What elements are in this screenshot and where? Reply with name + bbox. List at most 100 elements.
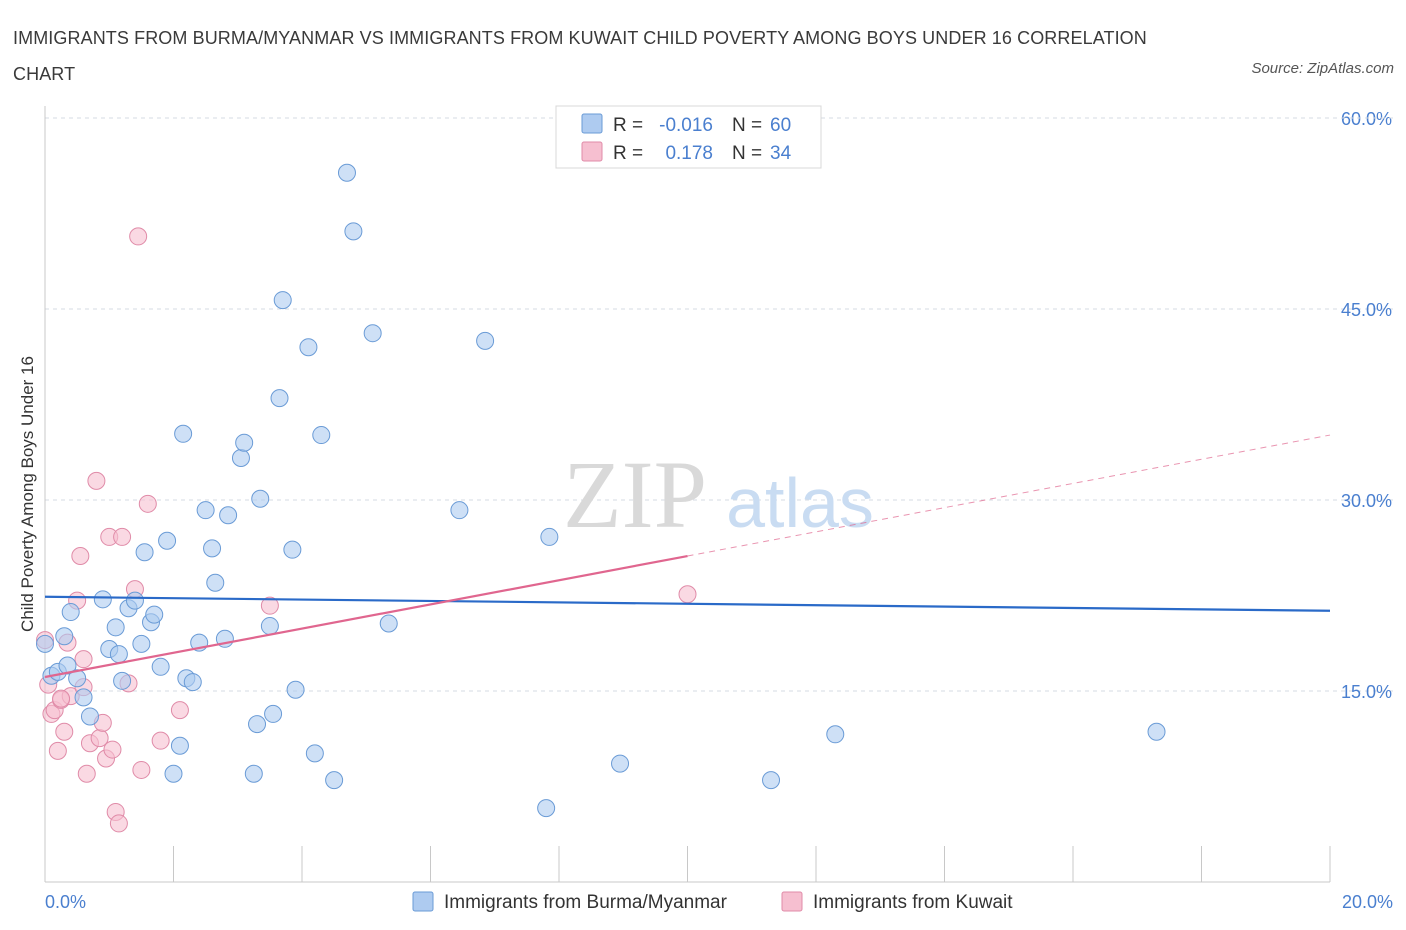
kuwait-point [170,701,189,720]
burma-point [196,501,215,520]
kuwait-point [103,740,122,759]
kuwait-point [129,227,148,246]
burma-point [264,704,283,723]
watermark-atlas: atlas [726,464,874,542]
burma-point [68,669,87,688]
kuwait-point [48,741,67,760]
burma-point [251,489,270,508]
burma-point [344,222,363,241]
burma-point [135,543,154,562]
burma-point [325,771,344,790]
burma-point [125,591,144,610]
burma-point [170,736,189,755]
burma-point [305,744,324,763]
axis-layer: 0.0% 20.0% [44,106,1393,912]
kuwait-point [109,814,128,833]
burma-points [36,163,1166,818]
burma-point [80,707,99,726]
burma-point [537,799,556,818]
bottom-legend-label-burma: Immigrants from Burma/Myanmar [444,892,728,913]
source-note: Source: ZipAtlas.com [1251,60,1394,77]
burma-point [379,614,398,633]
y-tick-label: 45.0% [1341,300,1392,320]
legend-swatch-kuwait [581,141,603,162]
burma-point [113,671,132,690]
bottom-legend-label-kuwait: Immigrants from Kuwait [813,892,1013,913]
burma-point [36,634,54,653]
burma-point [164,764,183,783]
burma-point [106,618,125,637]
burma-trend-line [44,595,1331,612]
kuwait-point [678,585,697,604]
burma-point [244,764,263,783]
burma-point [206,573,225,592]
trend-lines [44,434,1331,679]
burma-point [158,531,177,550]
burma-point [93,590,112,609]
burma-point [611,754,630,773]
burma-point [151,657,170,676]
x-tick-label-min: 0.0% [45,892,86,912]
burma-point [109,645,128,664]
kuwait-point [132,760,151,779]
burma-point [219,506,238,525]
burma-point [1147,722,1166,741]
burma-point [183,673,202,692]
kuwait-trend-line [44,554,688,679]
burma-point [312,426,331,445]
legend-r-value-2: 0.178 [665,143,713,164]
burma-point [58,656,77,675]
burma-point [74,688,93,707]
kuwait-point [260,596,279,615]
zipatlas-watermark: ZIP atlas [563,441,874,548]
y-tick-label: 30.0% [1341,491,1392,511]
x-tick-label-max: 20.0% [1342,892,1393,912]
burma-point [203,539,222,558]
legend-n-value-2: 34 [770,143,792,164]
burma-point [762,771,781,790]
burma-point [283,540,302,559]
burma-point [450,501,469,520]
kuwait-point [151,731,170,750]
burma-point [231,448,250,467]
burma-point [476,331,495,350]
chart-title: IMMIGRANTS FROM BURMA/MYANMAR VS IMMIGRA… [13,28,1147,84]
kuwait-point [87,471,106,490]
legend-n-label-1: N = [732,115,762,136]
burma-point [174,424,193,443]
bottom-legend-swatch-kuwait [781,891,803,912]
burma-point [337,163,356,182]
watermark-zip: ZIP [563,441,707,548]
legend-n-value-1: 60 [770,115,791,136]
burma-point [260,617,279,636]
legend-r-label-1: R = [613,115,643,136]
burma-point [55,627,74,646]
bottom-legend-swatch-burma [412,891,434,912]
burma-point [235,433,254,452]
burma-point [286,680,305,699]
kuwait-point [77,764,96,783]
correlation-legend: R = -0.016 N = 60 R = 0.178 N = 34 [555,105,822,169]
kuwait-point [138,494,157,513]
legend-n-label-2: N = [732,143,762,164]
burma-point [145,605,164,624]
burma-point [61,603,80,622]
grid-layer: 15.0% 30.0% 45.0% 60.0% [45,109,1395,702]
kuwait-point [71,547,90,566]
kuwait-trend-extension [687,434,1331,557]
burma-point [540,527,559,546]
burma-point [270,389,289,408]
burma-point [273,291,292,310]
kuwait-point [55,722,74,741]
burma-point [363,324,382,343]
kuwait-point [74,650,93,669]
burma-point [132,634,151,653]
y-tick-label: 15.0% [1341,682,1392,702]
legend-r-value-1: -0.016 [659,115,713,136]
burma-point [299,338,318,357]
legend-swatch-burma [581,113,603,134]
series-legend: Immigrants from Burma/Myanmar Immigrants… [412,891,1013,913]
y-tick-label: 60.0% [1341,109,1392,129]
legend-r-label-2: R = [613,143,643,164]
burma-point [248,715,267,734]
